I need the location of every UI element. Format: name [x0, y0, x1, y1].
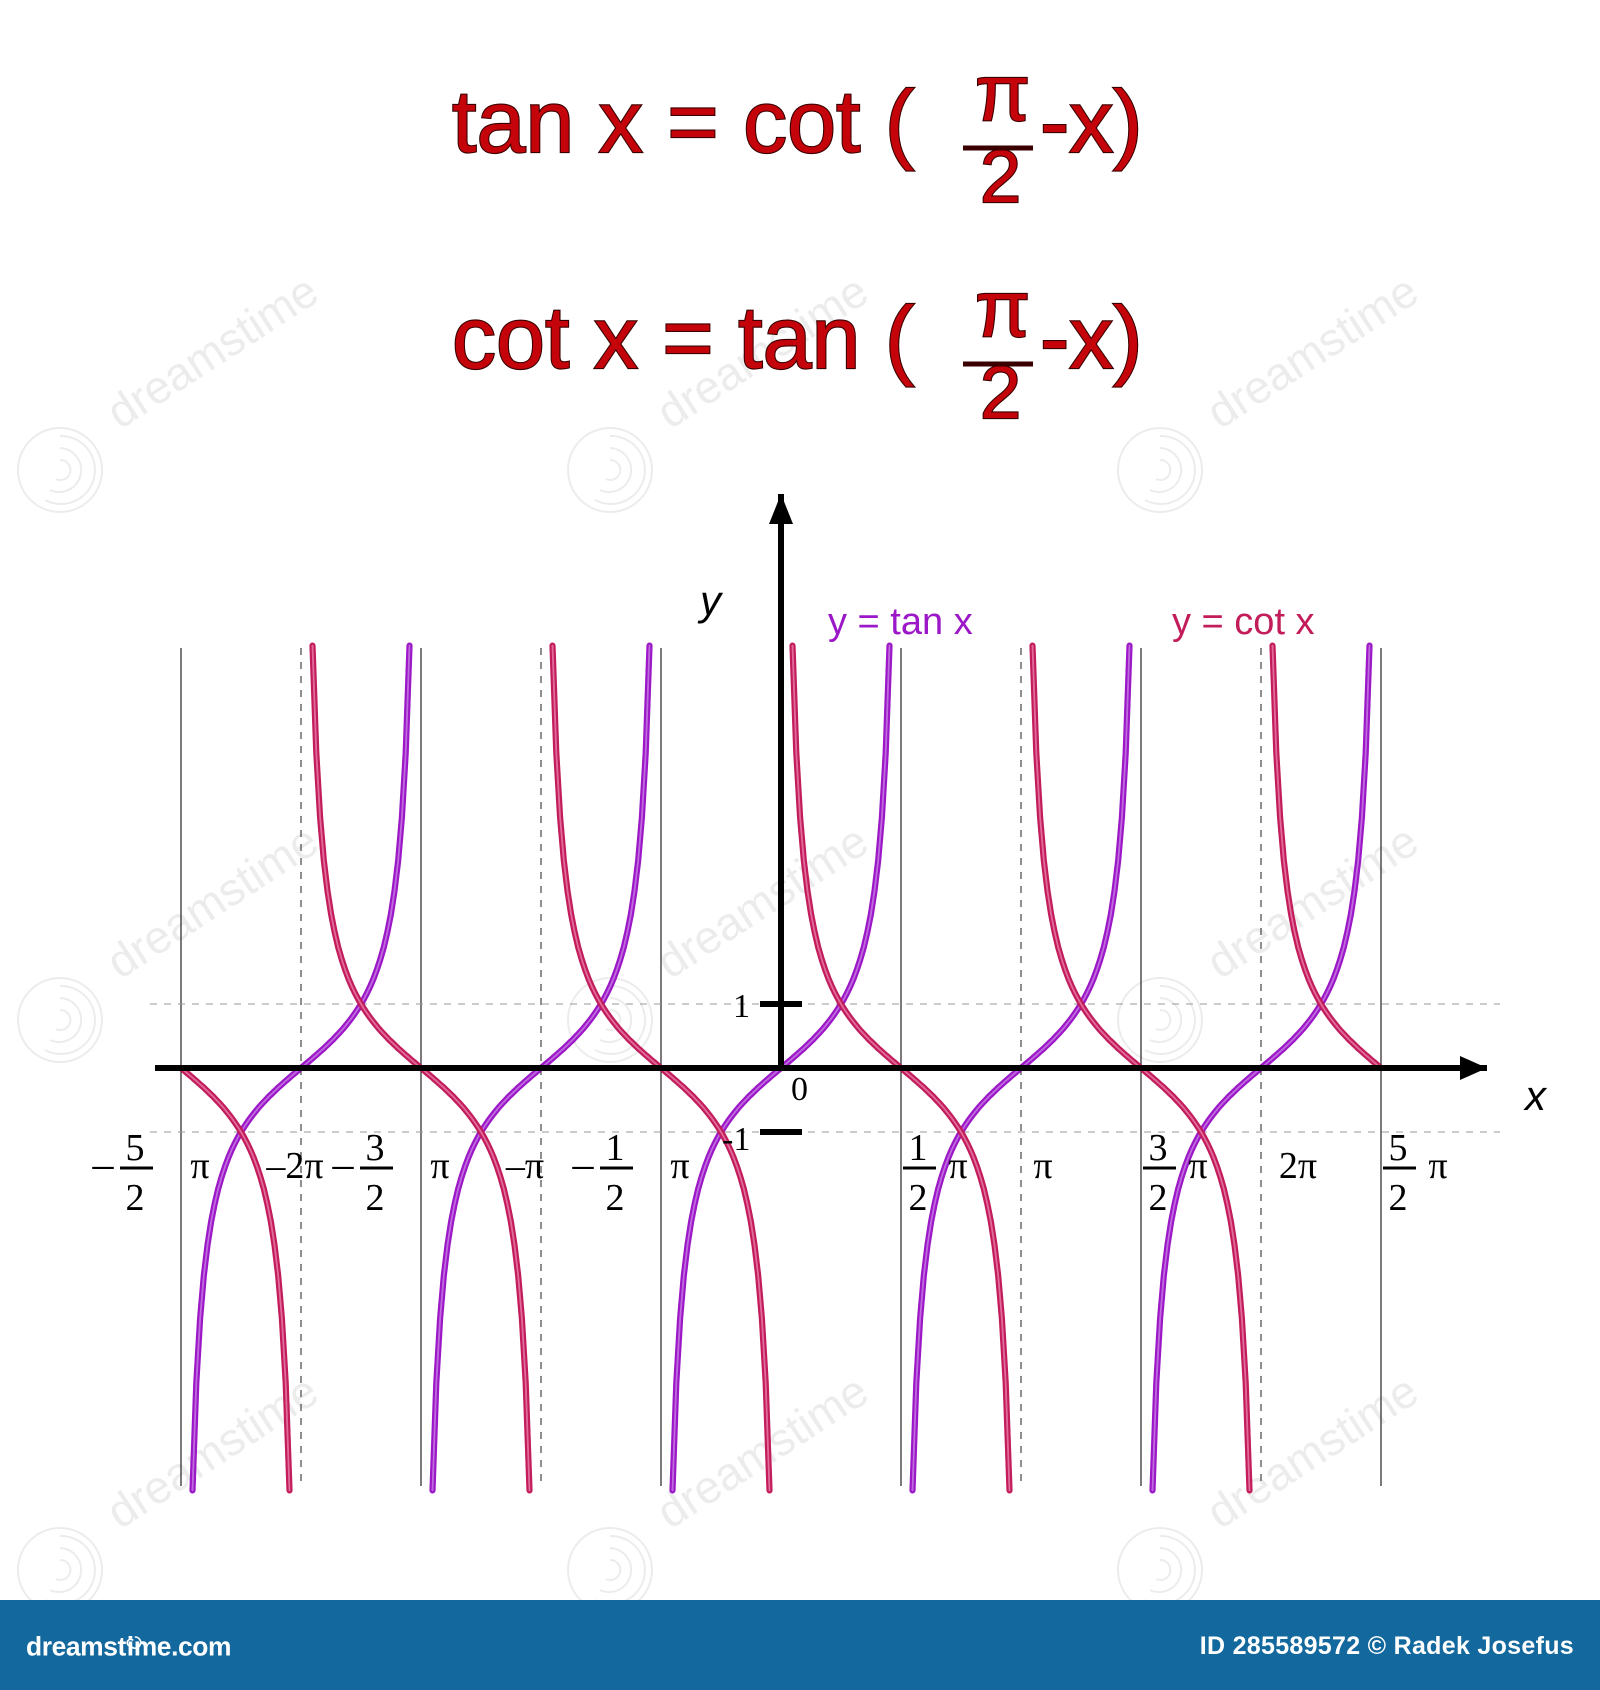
svg-text:5: 5 [1389, 1127, 1408, 1169]
svg-text:3: 3 [1149, 1127, 1168, 1169]
svg-text:–π: –π [505, 1145, 544, 1187]
svg-text:–: – [572, 1142, 595, 1188]
svg-text:y: y [697, 577, 724, 624]
svg-text:π: π [430, 1145, 449, 1187]
svg-text:1: 1 [733, 988, 750, 1025]
svg-text:π: π [1188, 1145, 1207, 1187]
svg-text:2: 2 [909, 1177, 928, 1219]
svg-text:3: 3 [366, 1127, 385, 1169]
svg-text:2: 2 [366, 1177, 385, 1219]
svg-text:–: – [332, 1142, 355, 1188]
svg-text:2π: 2π [1279, 1145, 1317, 1187]
svg-text:1: 1 [606, 1127, 625, 1169]
svg-text:2: 2 [126, 1177, 145, 1219]
svg-text:π: π [1033, 1145, 1052, 1187]
svg-text:1: 1 [909, 1127, 928, 1169]
svg-text:y = cot x: y = cot x [1172, 601, 1315, 643]
svg-text:–: – [92, 1142, 115, 1188]
svg-text:2: 2 [1149, 1177, 1168, 1219]
svg-text:π: π [190, 1145, 209, 1187]
svg-text:π: π [670, 1145, 689, 1187]
svg-text:2: 2 [606, 1177, 625, 1219]
svg-text:2: 2 [1389, 1177, 1408, 1219]
svg-text:y = tan x: y = tan x [828, 601, 973, 643]
svg-text:0: 0 [791, 1071, 808, 1108]
svg-text:π: π [1428, 1145, 1447, 1187]
svg-text:–2π: –2π [265, 1145, 323, 1187]
svg-text:x: x [1523, 1072, 1548, 1119]
svg-text:-1: -1 [722, 1121, 750, 1158]
svg-text:5: 5 [126, 1127, 145, 1169]
svg-text:π: π [948, 1145, 967, 1187]
